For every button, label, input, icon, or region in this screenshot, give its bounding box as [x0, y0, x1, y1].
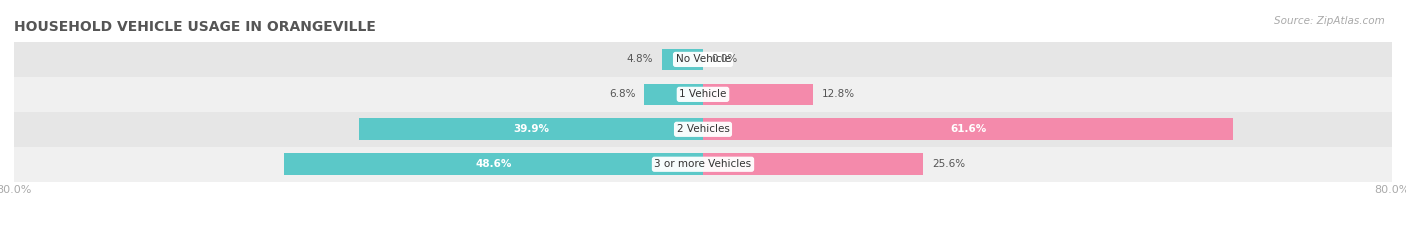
Bar	[14, 112, 1392, 147]
Text: 12.8%: 12.8%	[823, 89, 855, 99]
Text: 48.6%: 48.6%	[475, 159, 512, 169]
Text: 61.6%: 61.6%	[950, 124, 987, 134]
Bar	[284, 154, 703, 175]
Text: 3 or more Vehicles: 3 or more Vehicles	[654, 159, 752, 169]
Bar	[14, 147, 1392, 182]
Bar	[703, 154, 924, 175]
Text: 0.0%: 0.0%	[711, 55, 738, 64]
Text: No Vehicle: No Vehicle	[675, 55, 731, 64]
Text: 4.8%: 4.8%	[627, 55, 652, 64]
Bar	[644, 84, 703, 105]
Text: HOUSEHOLD VEHICLE USAGE IN ORANGEVILLE: HOUSEHOLD VEHICLE USAGE IN ORANGEVILLE	[14, 20, 375, 34]
Bar	[703, 118, 1233, 140]
Text: 2 Vehicles: 2 Vehicles	[676, 124, 730, 134]
Text: 39.9%: 39.9%	[513, 124, 550, 134]
Text: 6.8%: 6.8%	[609, 89, 636, 99]
Bar	[360, 118, 703, 140]
Bar	[662, 49, 703, 70]
Legend: Owner-occupied, Renter-occupied: Owner-occupied, Renter-occupied	[583, 230, 823, 233]
Text: Source: ZipAtlas.com: Source: ZipAtlas.com	[1274, 16, 1385, 26]
Bar	[14, 77, 1392, 112]
Text: 25.6%: 25.6%	[932, 159, 965, 169]
Bar	[703, 84, 813, 105]
Text: 1 Vehicle: 1 Vehicle	[679, 89, 727, 99]
Bar	[14, 42, 1392, 77]
